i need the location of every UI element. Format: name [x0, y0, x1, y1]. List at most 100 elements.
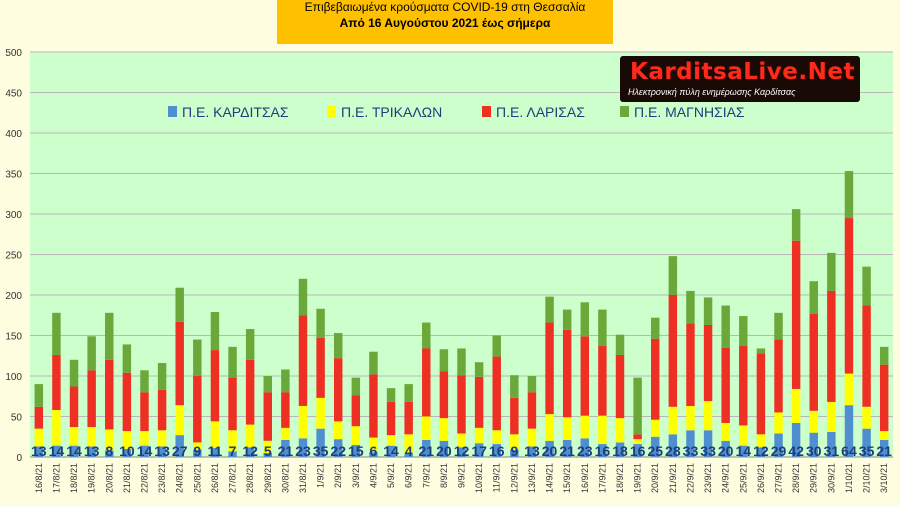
x-tick-label: 8/9/21: [439, 463, 449, 488]
bar-segment-2: [510, 434, 519, 450]
bar-segment-3: [457, 375, 466, 434]
bar-segment-1: [140, 445, 149, 457]
x-tick-label: 25/8/21: [192, 463, 202, 493]
bar-segment-3: [774, 339, 783, 413]
data-label: 12: [454, 443, 470, 459]
x-tick-label: 20/8/21: [104, 463, 114, 493]
bar-segment-3: [615, 354, 625, 419]
bar-segment-3: [105, 359, 114, 430]
data-label: 29: [771, 443, 787, 459]
bar-segment-2: [281, 427, 290, 440]
bar-segment-1: [598, 444, 607, 457]
bar-segment-2: [686, 405, 695, 431]
data-label: 16: [489, 443, 505, 459]
bar-segment-2: [492, 430, 501, 445]
bar-segment-4: [140, 370, 149, 393]
legend-swatch-2: [327, 106, 336, 117]
legend-swatch-4: [620, 106, 629, 117]
x-tick-label: 18/8/21: [69, 463, 79, 493]
data-label: 14: [137, 443, 153, 459]
bar-segment-2: [439, 418, 449, 441]
bar-segment-1: [879, 439, 889, 457]
y-tick-label: 500: [5, 48, 22, 59]
x-tick-label: 28/9/21: [791, 463, 801, 493]
data-label: 22: [330, 443, 346, 459]
bar-segment-4: [879, 346, 889, 365]
bar-segment-3: [510, 397, 519, 435]
bar-segment-4: [615, 334, 625, 355]
bar-segment-2: [333, 421, 343, 440]
data-label: 16: [630, 443, 646, 459]
legend-label-3: Π.Ε. ΛΑΡΙΣΑΣ: [496, 104, 585, 120]
bar-segment-2: [756, 434, 766, 448]
bar-segment-2: [298, 405, 308, 439]
bar-segment-4: [598, 309, 607, 347]
bar-segment-3: [721, 347, 730, 423]
bar-segment-2: [386, 435, 396, 446]
bar-segment-3: [369, 374, 378, 438]
y-tick-label: 150: [5, 332, 22, 343]
bar-segment-3: [527, 392, 537, 429]
data-label: 31: [824, 443, 840, 459]
bar-segment-1: [369, 452, 378, 457]
bar-segment-1: [862, 428, 871, 457]
data-label: 21: [418, 443, 434, 459]
x-tick-label: 16/9/21: [580, 463, 590, 493]
bar-segment-2: [404, 434, 413, 454]
bar-segment-3: [52, 354, 61, 411]
data-label: 14: [66, 443, 82, 459]
bar-segment-1: [333, 439, 343, 457]
bar-segment-4: [175, 287, 184, 322]
y-tick-label: 450: [5, 89, 22, 100]
data-label: 20: [436, 443, 452, 459]
bar-segment-3: [281, 392, 290, 428]
x-tick-label: 22/9/21: [685, 463, 695, 493]
bar-segment-1: [386, 445, 396, 457]
bar-segment-2: [175, 405, 184, 436]
bar-segment-1: [739, 445, 748, 457]
x-tick-label: 31/8/21: [298, 463, 308, 493]
bar-segment-4: [721, 305, 730, 348]
x-tick-label: 17/8/21: [51, 463, 61, 493]
x-tick-label: 14/9/21: [545, 463, 555, 493]
bar-segment-2: [369, 437, 378, 453]
bar-segment-2: [157, 430, 167, 447]
bar-segment-3: [422, 348, 431, 417]
bar-segment-4: [386, 388, 396, 402]
legend-label-4: Π.Ε. ΜΑΓΝΗΣΙΑΣ: [634, 104, 745, 120]
data-label: 16: [595, 443, 611, 459]
bar-segment-3: [474, 376, 484, 428]
data-label: 33: [700, 443, 716, 459]
bar-segment-1: [721, 440, 730, 457]
x-tick-label: 17/9/21: [597, 463, 607, 493]
y-tick-label: 0: [16, 453, 22, 464]
bar-segment-1: [175, 435, 184, 457]
data-label: 42: [788, 443, 804, 459]
bar-segment-1: [545, 440, 554, 457]
data-label: 13: [31, 443, 47, 459]
bar-segment-3: [492, 356, 501, 431]
data-label: 7: [229, 443, 237, 459]
bar-segment-3: [703, 324, 713, 402]
bar-segment-1: [510, 449, 519, 457]
x-tick-label: 21/9/21: [668, 463, 678, 493]
x-tick-label: 15/9/21: [562, 463, 572, 493]
bar-segment-2: [633, 439, 642, 445]
data-label: 27: [172, 443, 188, 459]
x-tick-label: 1/10/21: [844, 463, 854, 493]
bar-segment-4: [69, 359, 79, 387]
x-tick-label: 26/9/21: [756, 463, 766, 493]
x-tick-label: 22/8/21: [139, 463, 149, 493]
bar-segment-2: [862, 406, 871, 429]
logo-tagline: Ηλεκτρονική πύλη ενημέρωσης Καρδίτσας: [628, 87, 796, 97]
bar-segment-3: [69, 386, 79, 428]
x-tick-label: 1/9/21: [316, 463, 326, 488]
bar-segment-4: [157, 363, 167, 390]
bar-segment-2: [580, 415, 590, 439]
y-tick-label: 400: [5, 129, 22, 140]
data-label: 8: [105, 443, 113, 459]
x-tick-label: 7/9/21: [421, 463, 431, 488]
bar-segment-2: [668, 406, 678, 435]
bar-segment-3: [545, 322, 554, 415]
